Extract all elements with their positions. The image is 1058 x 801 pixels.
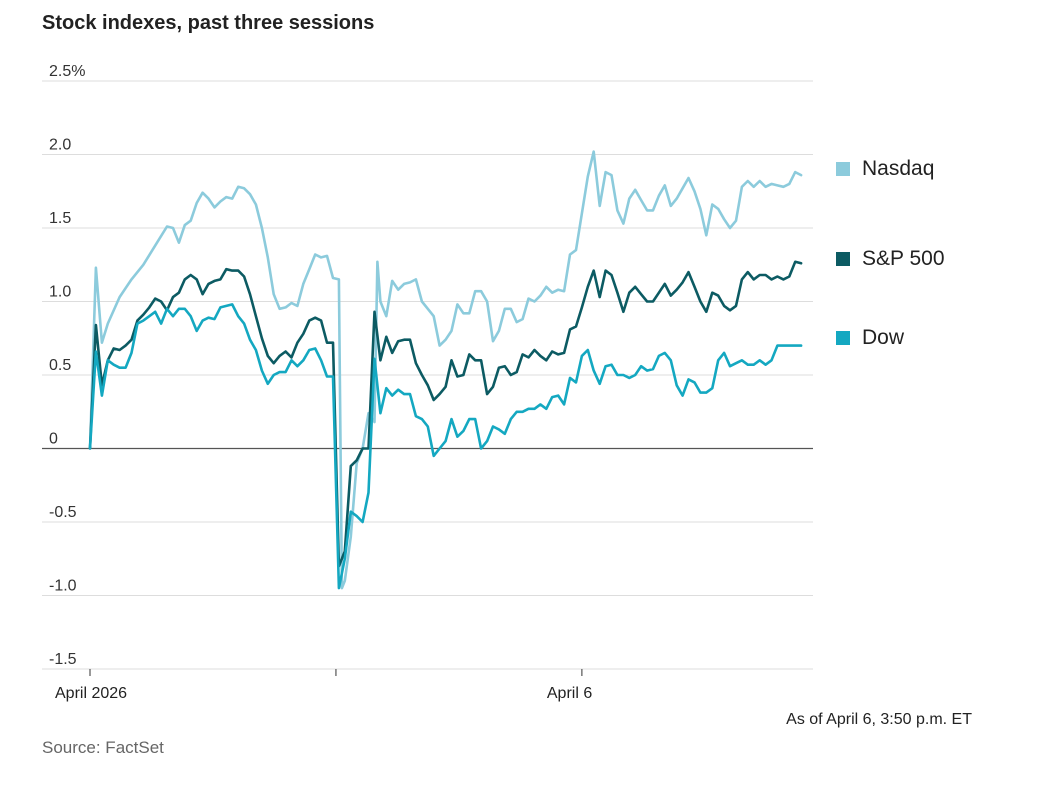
x-tick-label: April 2026 xyxy=(55,685,127,702)
series-line-nasdaq xyxy=(88,150,803,590)
legend-dow: Dow xyxy=(836,326,904,350)
legend-swatch-nasdaq xyxy=(836,162,850,176)
series-line-sp500 xyxy=(88,260,803,568)
y-tick-label: 2.0 xyxy=(49,137,71,154)
y-tick-label: 2.5% xyxy=(49,63,85,80)
as-of-note: As of April 6, 3:50 p.m. ET xyxy=(786,711,972,728)
legend-label-sp500: S&P 500 xyxy=(862,247,945,270)
y-tick-label: -1.0 xyxy=(49,578,77,595)
y-tick-label: 0 xyxy=(49,431,58,448)
source-note: Source: FactSet xyxy=(42,738,164,757)
legend-nasdaq: Nasdaq xyxy=(836,157,934,181)
x-tick-label: April 6 xyxy=(547,685,592,702)
legend-label-nasdaq: Nasdaq xyxy=(862,157,935,180)
y-tick-label: -0.5 xyxy=(49,504,77,521)
legend-sp500: S&P 500 xyxy=(836,247,945,271)
series-line-dow xyxy=(88,303,803,590)
legend-swatch-sp500 xyxy=(836,252,850,266)
legend-swatch-dow xyxy=(836,331,850,345)
y-tick-label: 1.5 xyxy=(49,210,71,227)
y-tick-label: 1.0 xyxy=(49,284,71,301)
legend-label-dow: Dow xyxy=(862,326,905,349)
y-tick-label: -1.5 xyxy=(49,651,77,668)
chart-title: Stock indexes, past three sessions xyxy=(42,12,375,34)
y-tick-label: 0.5 xyxy=(49,357,71,374)
